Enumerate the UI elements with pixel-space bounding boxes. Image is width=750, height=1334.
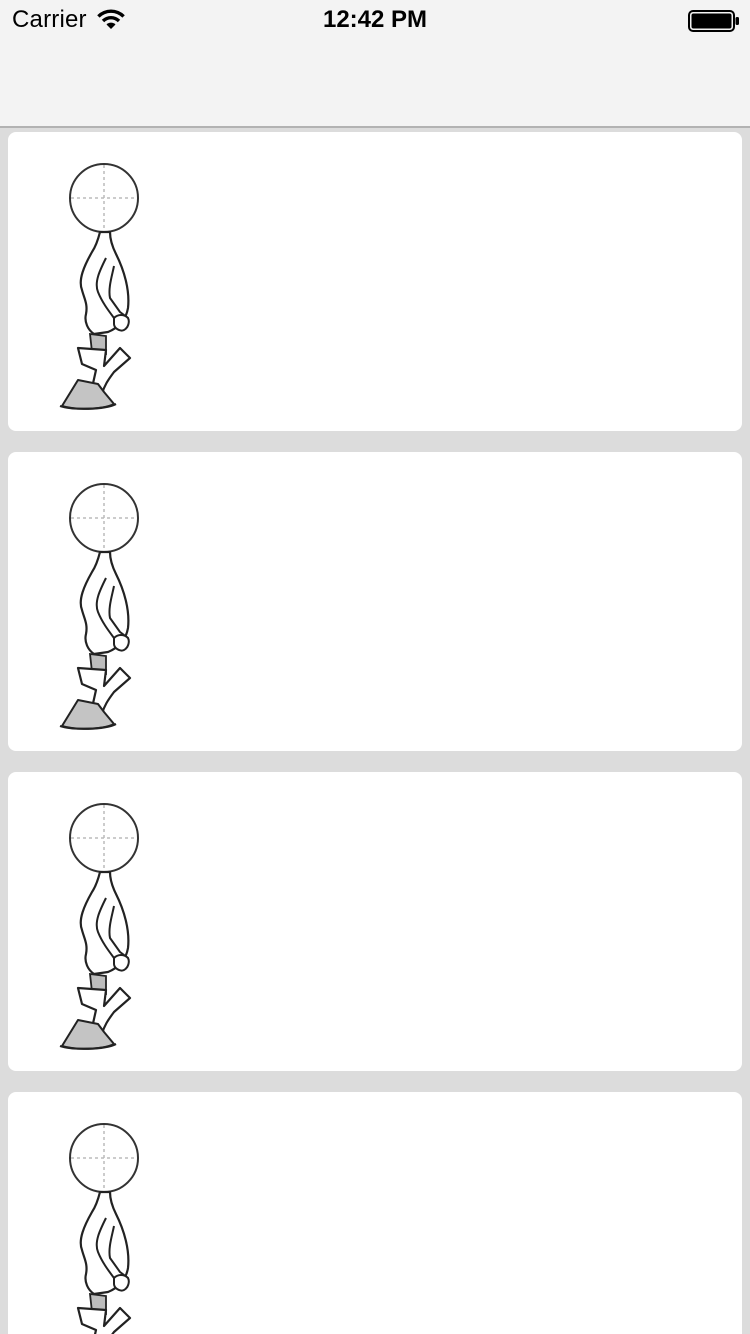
stick-figure-illustration xyxy=(48,158,148,410)
wifi-icon xyxy=(97,9,125,29)
stick-figure-illustration xyxy=(48,1118,148,1334)
navigation-bar: Carrier 12:42 PM xyxy=(0,0,750,128)
list-item[interactable] xyxy=(8,132,742,431)
status-time: 12:42 PM xyxy=(322,6,428,33)
status-bar: Carrier 12:42 PM xyxy=(0,0,750,40)
list-item[interactable] xyxy=(8,452,742,751)
list-item[interactable] xyxy=(8,1092,742,1334)
carrier-label: Carrier xyxy=(12,6,87,33)
stick-figure-illustration xyxy=(48,798,148,1050)
list-item[interactable] xyxy=(8,772,742,1071)
battery-icon xyxy=(688,10,739,32)
stick-figure-illustration xyxy=(48,478,148,730)
